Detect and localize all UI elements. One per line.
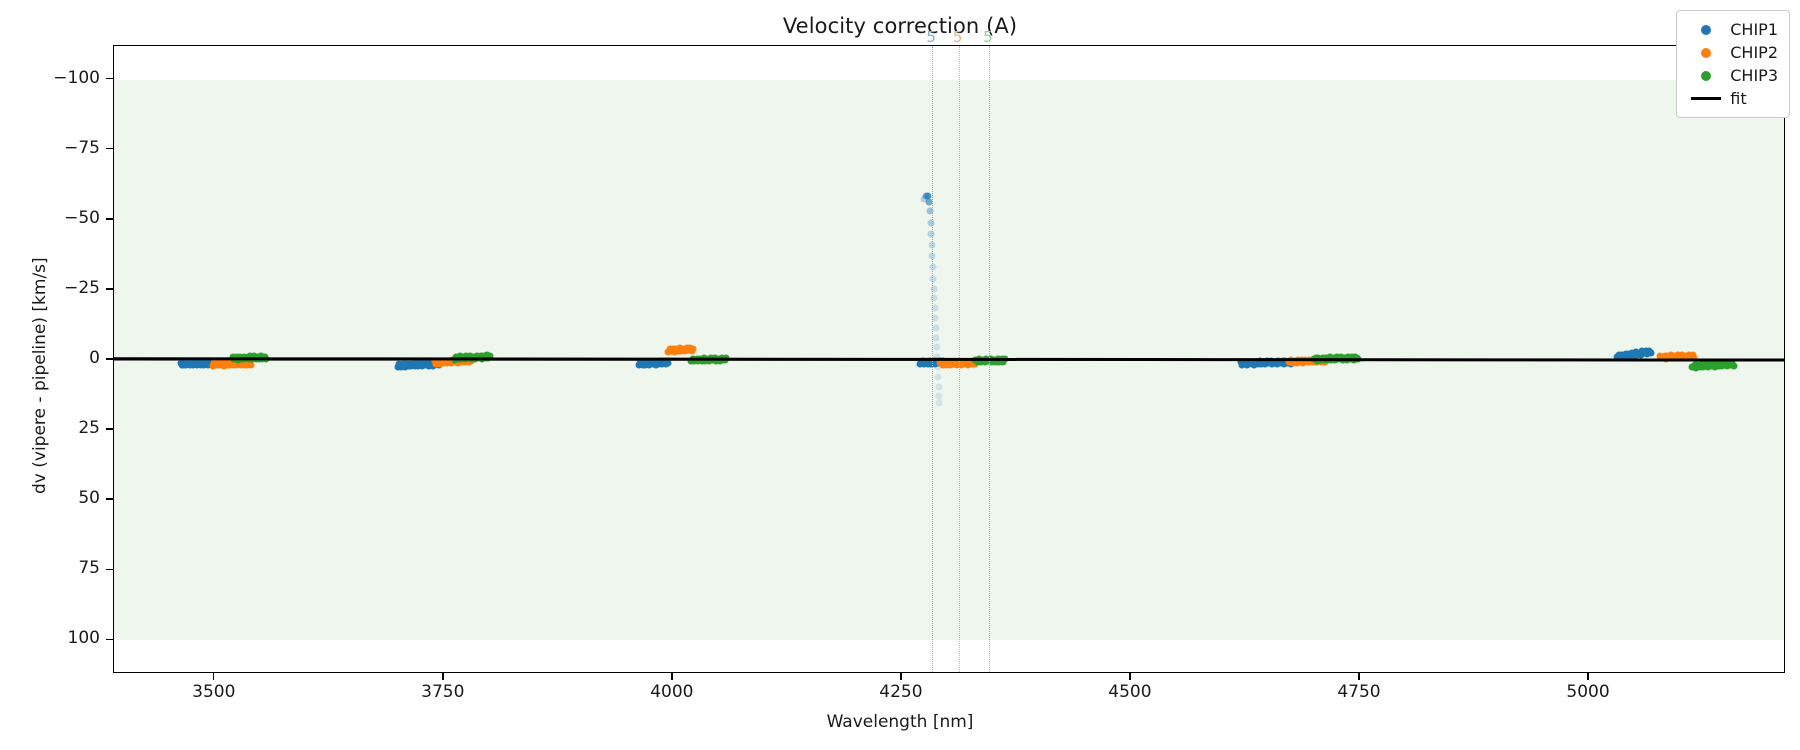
y-tick-mark xyxy=(106,77,113,80)
outlier-point xyxy=(934,373,942,381)
vertical-marker-label: 5 xyxy=(952,28,963,46)
x-tick-mark xyxy=(1587,673,1589,680)
y-tick-label: 75 xyxy=(78,558,100,579)
legend-label: CHIP3 xyxy=(1730,66,1778,85)
outlier-point xyxy=(927,219,935,227)
y-tick-mark xyxy=(106,148,113,150)
fit-line xyxy=(114,357,1784,362)
x-axis-label: Wavelength [nm] xyxy=(826,712,974,732)
y-tick-label: 25 xyxy=(78,418,100,439)
outlier-point xyxy=(932,324,940,332)
x-tick-mark xyxy=(1358,673,1360,680)
data-point-chip1 xyxy=(1647,349,1655,357)
y-tick-label: −75 xyxy=(64,137,100,158)
y-tick-label: 0 xyxy=(89,348,100,368)
outlier-point xyxy=(931,314,939,322)
fit-line-path xyxy=(114,357,1784,362)
data-point-chip2 xyxy=(1690,354,1698,362)
x-tick-label: 5000 xyxy=(1566,682,1610,702)
data-point-chip2 xyxy=(247,361,255,369)
outlier-point xyxy=(927,230,935,238)
outlier-point xyxy=(935,392,943,400)
y-tick-mark xyxy=(106,498,113,500)
y-tick-label: 50 xyxy=(78,488,100,509)
y-tick-mark xyxy=(106,428,113,430)
legend-label: CHIP1 xyxy=(1730,20,1778,39)
x-tick-label: 3500 xyxy=(192,682,236,702)
y-tick-mark xyxy=(106,358,113,360)
legend-dot-icon xyxy=(1701,47,1712,58)
legend-marker xyxy=(1686,70,1726,81)
legend-line-icon xyxy=(1691,97,1722,100)
data-point-chip3 xyxy=(486,352,494,360)
outlier-point xyxy=(925,198,933,206)
outlier-point xyxy=(933,353,941,361)
x-tick-mark xyxy=(671,673,673,680)
x-tick-label: 4000 xyxy=(650,682,694,702)
outlier-point xyxy=(931,304,939,312)
outlier-point xyxy=(930,294,938,302)
data-point-chip2 xyxy=(689,345,697,353)
chart-legend[interactable]: CHIP1 CHIP2 CHIP3 fit xyxy=(1676,10,1790,118)
x-tick-label: 4250 xyxy=(879,682,923,702)
data-point-chip1 xyxy=(664,359,672,367)
y-tick-label: 100 xyxy=(67,628,100,649)
outlier-point xyxy=(932,334,940,342)
outlier-point xyxy=(924,192,932,200)
outlier-point xyxy=(926,207,934,215)
x-tick-label: 3750 xyxy=(421,682,465,702)
x-tick-label: 4750 xyxy=(1337,682,1381,702)
x-tick-mark xyxy=(213,673,215,680)
legend-item-chip1[interactable]: CHIP1 xyxy=(1686,18,1778,41)
outlier-point xyxy=(930,285,938,292)
vertical-marker-label: 5 xyxy=(983,28,993,46)
legend-marker xyxy=(1686,47,1726,58)
y-tick-mark xyxy=(106,568,113,570)
x-tick-mark xyxy=(1129,673,1131,680)
y-tick-label: −100 xyxy=(53,67,100,88)
plot-area xyxy=(113,45,1785,673)
chart-title: Velocity correction (A) xyxy=(782,14,1018,38)
legend-label: fit xyxy=(1730,89,1747,108)
vertical-marker-label: 5 xyxy=(926,28,936,46)
x-tick-label: 4500 xyxy=(1108,682,1152,702)
y-tick-mark xyxy=(106,288,113,290)
legend-item-fit[interactable]: fit xyxy=(1686,87,1778,110)
y-tick-mark xyxy=(106,218,113,220)
legend-label: CHIP2 xyxy=(1730,43,1778,62)
x-tick-mark xyxy=(442,673,444,680)
outlier-point xyxy=(935,383,943,391)
data-point-chip3 xyxy=(1730,362,1738,370)
y-tick-label: −25 xyxy=(64,277,100,298)
y-tick-label: −50 xyxy=(64,207,100,228)
legend-dot-icon xyxy=(1701,24,1712,35)
legend-marker xyxy=(1686,97,1726,100)
x-tick-mark xyxy=(900,673,902,680)
outlier-point xyxy=(934,363,942,371)
legend-marker xyxy=(1686,24,1726,35)
legend-item-chip2[interactable]: CHIP2 xyxy=(1686,41,1778,64)
legend-dot-icon xyxy=(1701,70,1712,81)
y-tick-mark xyxy=(106,638,113,641)
outlier-point xyxy=(933,343,941,351)
outlier-point xyxy=(935,399,943,407)
legend-item-chip3[interactable]: CHIP3 xyxy=(1686,64,1778,87)
